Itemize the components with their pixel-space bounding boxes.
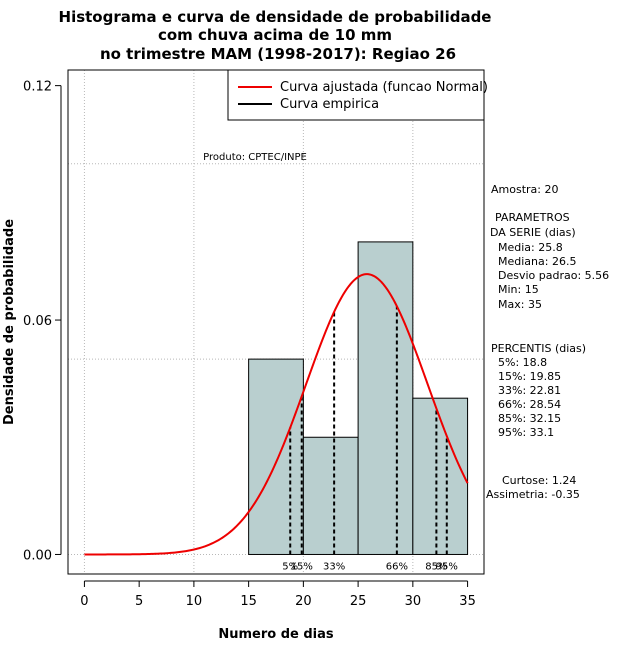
legend: Curva ajustada (funcao Normal) Curva emp… <box>227 69 488 121</box>
stat-sample: Amostra: 20 <box>491 183 558 196</box>
product-annotation: Produto: CPTEC/INPE <box>203 152 307 163</box>
y-tick-label-0: 0.00 <box>23 548 52 563</box>
histogram-bars <box>248 241 469 555</box>
y-tick-label-1: 0.06 <box>23 314 52 329</box>
chart-title-line-1: Histograma e curva de densidade de proba… <box>59 8 492 26</box>
histogram-bar-4 <box>412 397 469 555</box>
stat-p33: 33%: 22.81 <box>498 384 561 397</box>
stat-params-subheading: DA SERIE (dias) <box>490 226 576 239</box>
stat-median: Mediana: 26.5 <box>498 255 576 268</box>
x-axis-title: Numero de dias <box>218 627 334 642</box>
fitted-curve-layer <box>84 273 469 556</box>
stat-p5: 5%: 18.8 <box>498 356 547 369</box>
percentile-label-33: 33% <box>323 561 345 572</box>
stat-p85: 85%: 32.15 <box>498 412 561 425</box>
percentile-label-15: 15% <box>291 561 313 572</box>
x-tick-label-20: 20 <box>295 594 312 609</box>
x-tick-label-0: 0 <box>80 594 88 609</box>
stat-mean: Media: 25.8 <box>498 241 563 254</box>
stat-skewness: Assimetria: -0.35 <box>486 488 580 501</box>
legend-box <box>227 69 485 121</box>
x-tick-label-25: 25 <box>350 594 367 609</box>
chart-title-line-2: com chuva acima de 10 mm <box>158 26 392 44</box>
x-tick-label-15: 15 <box>240 594 257 609</box>
stat-p15: 15%: 19.85 <box>498 370 561 383</box>
percentile-label-85: 85% <box>425 561 447 572</box>
histogram-bar-2 <box>302 436 359 555</box>
stat-max: Max: 35 <box>498 298 542 311</box>
histogram-bar-3 <box>357 241 414 555</box>
x-tick-label-35: 35 <box>459 594 476 609</box>
percentile-lines: 5%15% 33% 66% 85%95% <box>282 306 458 572</box>
fitted-normal-curve <box>84 273 469 556</box>
stat-p66: 66%: 28.54 <box>498 398 561 411</box>
percentile-label-95: 95% <box>436 561 458 572</box>
percentile-label-66: 66% <box>386 561 408 572</box>
histogram-bar-1 <box>248 358 304 555</box>
stat-kurtosis: Curtose: 1.24 <box>502 474 576 487</box>
axes: 0 5 10 15 20 25 30 35 0.00 0.06 0.12 <box>23 80 476 609</box>
y-axis-title: Densidade de probabilidade <box>2 219 17 425</box>
stat-sd: Desvio padrao: 5.56 <box>498 269 609 282</box>
x-tick-label-5: 5 <box>135 594 143 609</box>
stats-panel: Amostra: 20 PARAMETROS DA SERIE (dias) M… <box>486 183 609 501</box>
y-tick-label-2: 0.12 <box>23 80 52 95</box>
stat-min: Min: 15 <box>498 283 539 296</box>
stat-p95: 95%: 33.1 <box>498 426 554 439</box>
x-tick-label-10: 10 <box>186 594 203 609</box>
chart-title-line-3: no trimestre MAM (1998-2017): Regiao 26 <box>100 45 456 63</box>
stat-params-heading: PARAMETROS <box>495 211 570 224</box>
x-tick-label-30: 30 <box>405 594 422 609</box>
legend-empirical-label: Curva empirica <box>280 97 379 112</box>
percentile-label-5: 5% <box>282 561 298 572</box>
stat-percentiles-heading: PERCENTIS (dias) <box>491 342 586 355</box>
legend-fitted-label: Curva ajustada (funcao Normal) <box>280 80 488 95</box>
